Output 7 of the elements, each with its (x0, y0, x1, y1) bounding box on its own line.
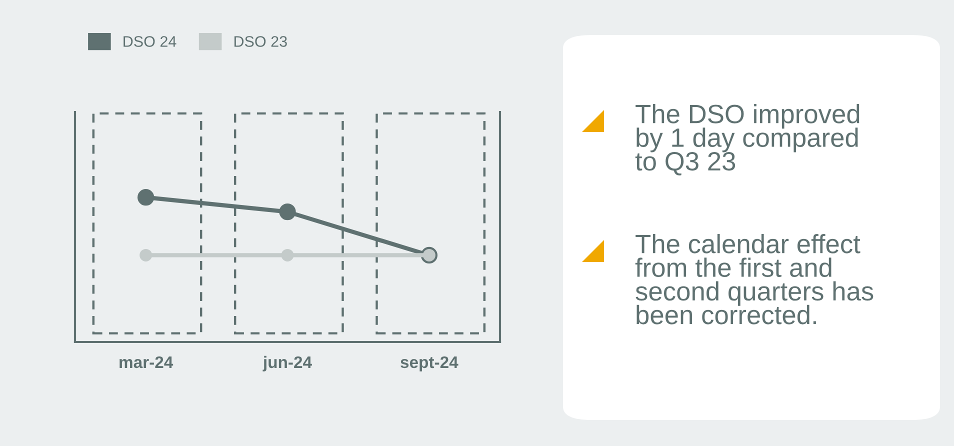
x-tick-label: sept-24 (400, 356, 458, 372)
x-tick-label: jun-24 (262, 356, 312, 372)
text: The DSO improved by 1 day compared to Q3 23 (635, 104, 860, 176)
legend-label: DSO 23 (234, 36, 287, 47)
text: The calendar effect from the first and second quarters has been corrected. (635, 234, 874, 324)
x-tick-label: mar-24 (120, 356, 174, 368)
legend-label: DSO 24 (124, 36, 176, 47)
